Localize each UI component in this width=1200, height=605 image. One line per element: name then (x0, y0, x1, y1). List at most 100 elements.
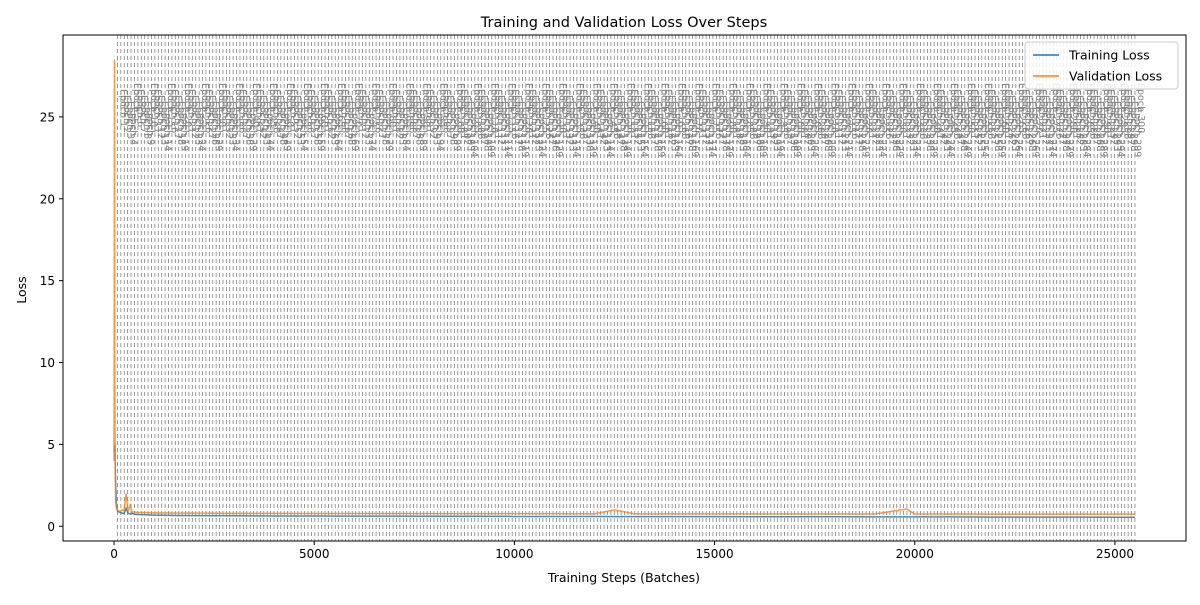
axes-frame (62, 34, 1187, 542)
chart-title: Training and Validation Loss Over Steps (480, 15, 767, 31)
epoch-marker-label: Epoch 76 (373, 89, 384, 133)
epoch-marker-label: Epoch 126 (543, 89, 554, 139)
epoch-marker-label: Epoch 137 (580, 95, 591, 145)
epoch-marker-label: Epoch 269 (1029, 107, 1040, 157)
epoch-marker-label: Epoch 213 (839, 101, 850, 151)
epoch-marker-label: Epoch 104 (468, 107, 479, 157)
epoch-marker-label: Epoch 87 (410, 95, 421, 139)
epoch-marker-label: Epoch 273 (1043, 101, 1054, 151)
x-axis-ticks: 0 5000 10000 15000 20000 25000 (110, 541, 1134, 561)
epoch-marker-label: Epoch 281 (1070, 89, 1081, 139)
epoch-marker-label: Epoch 150 (625, 83, 636, 133)
y-tick-label: 10 (40, 356, 55, 370)
epoch-marker-label: Epoch 264 (1012, 107, 1023, 157)
epoch-marker-label: Epoch 23 (192, 101, 203, 145)
epoch-marker-label: Epoch 9 (145, 107, 156, 145)
epoch-marker-label: Epoch 100 (454, 83, 465, 133)
y-axis-label: Loss (14, 276, 29, 303)
epoch-marker-label: Epoch 16 (168, 89, 179, 133)
epoch-marker-label: Epoch 176 (713, 89, 724, 139)
epoch-marker-label: Epoch 86 (407, 89, 418, 133)
epoch-marker-label: Epoch 51 (288, 89, 299, 133)
epoch-marker-label: Epoch 221 (866, 89, 877, 139)
epoch-marker-label: Epoch 238 (924, 101, 935, 151)
epoch-marker-label: Epoch 243 (941, 101, 952, 151)
epoch-marker-label: Epoch 295 (1118, 83, 1129, 133)
epoch-marker-label: Epoch 157 (648, 95, 659, 145)
epoch-marker-label: Epoch 73 (362, 101, 373, 145)
epoch-marker-label: Epoch 39 (247, 107, 258, 151)
epoch-marker-label: Epoch 188 (754, 101, 765, 151)
epoch-marker-label: Epoch 216 (849, 89, 860, 139)
epoch-marker-label: Epoch 210 (829, 83, 840, 133)
epoch-marker-label: Epoch 139 (587, 107, 598, 157)
epoch-marker-label: Epoch 48 (277, 101, 288, 145)
epoch-marker-label: Epoch 165 (676, 83, 687, 133)
epoch-marker-label: Epoch 247 (955, 95, 966, 145)
epoch-marker-label: Epoch 83 (396, 101, 407, 145)
epoch-marker-label: Epoch 40 (250, 83, 261, 127)
epoch-marker-label: Epoch 96 (441, 89, 452, 133)
epoch-marker-label: Epoch 184 (740, 107, 751, 157)
epoch-marker-label: Epoch 194 (774, 107, 785, 157)
epoch-marker-label: Epoch 207 (818, 95, 829, 145)
epoch-marker-label: Epoch 89 (417, 107, 428, 151)
epoch-marker-label: Epoch 290 (1101, 83, 1112, 133)
epoch-marker-label: Epoch 253 (975, 101, 986, 151)
epoch-marker-label: Epoch 186 (747, 89, 758, 139)
epoch-marker-label: Epoch 262 (1006, 95, 1017, 145)
epoch-marker-label: Epoch 138 (584, 101, 595, 151)
epoch-marker-label: Epoch 129 (553, 107, 564, 157)
epoch-marker-label: Epoch 121 (526, 89, 537, 139)
epoch-marker-label: Epoch 202 (801, 95, 812, 145)
x-tick-label: 15000 (695, 547, 733, 561)
epoch-marker-label: Epoch 90 (420, 83, 431, 127)
epoch-marker-label: Epoch 300 (1135, 83, 1146, 133)
x-axis-label: Training Steps (Batches) (547, 570, 700, 585)
epoch-marker-label: Epoch 265 (1016, 83, 1027, 133)
epoch-marker-label: Epoch 206 (815, 89, 826, 139)
epoch-marker-label: Epoch 24 (196, 107, 207, 151)
epoch-marker-label: Epoch 115 (505, 83, 516, 133)
epoch-marker-label: Epoch 168 (686, 101, 697, 151)
epoch-marker-label: Epoch 111 (492, 89, 503, 139)
epoch-marker-label: Epoch 26 (203, 89, 214, 133)
epoch-marker-label: Epoch 116 (509, 89, 520, 139)
y-tick-label: 15 (40, 274, 55, 288)
epoch-marker-label: Epoch 242 (938, 95, 949, 145)
epoch-marker-label: Epoch 267 (1023, 95, 1034, 145)
epoch-marker-label: Epoch 187 (750, 95, 761, 145)
epoch-marker-label: Epoch 260 (999, 83, 1010, 133)
epoch-marker-label: Epoch 237 (921, 95, 932, 145)
epoch-marker-label: Epoch 47 (274, 95, 285, 139)
epoch-marker-label: Epoch 229 (893, 107, 904, 157)
x-tick-label: 25000 (1096, 547, 1134, 561)
epoch-marker-label: Epoch 298 (1128, 101, 1139, 151)
series-layer (113, 59, 1135, 519)
epoch-marker-label: Epoch 149 (621, 107, 632, 157)
epoch-marker-label: Epoch 103 (465, 101, 476, 151)
epoch-marker-label: Epoch 127 (546, 95, 557, 145)
epoch-marker-label: Epoch 279 (1063, 107, 1074, 157)
epoch-marker-label: Epoch 288 (1094, 101, 1105, 151)
epoch-marker-label: Epoch 263 (1009, 101, 1020, 151)
epoch-marker-label: Epoch 1 (117, 89, 128, 127)
epoch-marker-label: Epoch 131 (560, 89, 571, 139)
epoch-marker-label: Epoch 224 (876, 107, 887, 157)
epoch-marker-label: Epoch 132 (563, 95, 574, 145)
epoch-marker-label: Epoch 208 (822, 101, 833, 151)
epoch-marker-label: Epoch 164 (672, 107, 683, 157)
epoch-marker-label: Epoch 277 (1057, 95, 1068, 145)
epoch-marker-label: Epoch 63 (328, 101, 339, 145)
epoch-marker-label: Epoch 232 (904, 95, 915, 145)
epoch-marker-label: Epoch 276 (1053, 89, 1064, 139)
epoch-marker-label: Epoch 3 (124, 101, 135, 139)
epoch-marker-label: Epoch 211 (832, 89, 843, 139)
epoch-marker-label: Epoch 117 (512, 95, 523, 145)
epoch-marker-label: Epoch 231 (900, 89, 911, 139)
epoch-marker-label: Epoch 36 (237, 89, 248, 133)
epoch-marker-label: Epoch 123 (533, 101, 544, 151)
epoch-marker-label: Epoch 266 (1019, 89, 1030, 139)
epoch-marker-label: Epoch 181 (730, 89, 741, 139)
epoch-marker-label: Epoch 112 (495, 95, 506, 145)
